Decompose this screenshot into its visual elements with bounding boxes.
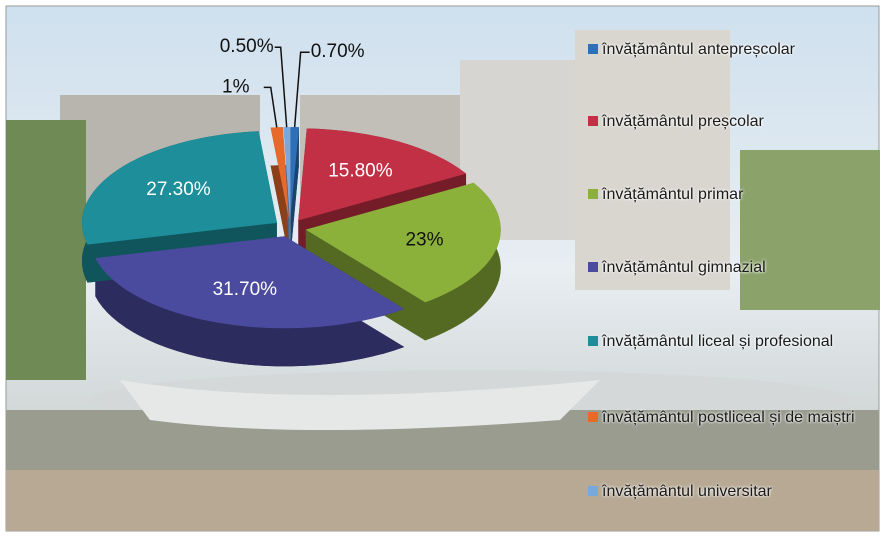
legend-swatch [588, 262, 598, 272]
legend-item: învățământul gimnazial [588, 258, 868, 278]
legend-label: învățământul liceal și profesional [602, 333, 833, 350]
slide: 0.70% 15.80% 23% 31.70% 27.30% 1% 0.50% învăță… [0, 0, 885, 537]
legend-label: învățământul gimnazial [602, 259, 766, 276]
legend-swatch [588, 412, 598, 422]
legend-item: învățământul universitar [588, 482, 868, 502]
legend-swatch [588, 44, 598, 54]
data-label: 0.50% [220, 36, 274, 57]
legend-item: învățământul antepreșcolar [588, 40, 868, 60]
legend-swatch [588, 486, 598, 496]
legend-label: învățământul antepreșcolar [602, 41, 795, 58]
legend-swatch [588, 116, 598, 126]
legend-item: învățământul postliceal și de maiștri [588, 408, 868, 428]
legend-item: învățământul preșcolar [588, 112, 868, 132]
data-label: 23% [405, 229, 443, 250]
legend-label: învățământul postliceal și de maiștri [602, 409, 855, 426]
data-label: 27.30% [146, 179, 211, 200]
legend-label: învățământul universitar [602, 483, 772, 500]
data-label: 31.70% [213, 279, 278, 300]
legend-swatch [588, 189, 598, 199]
legend-label: învățământul primar [602, 186, 743, 203]
data-label: 1% [222, 76, 250, 97]
legend-item: învățământul liceal și profesional [588, 332, 868, 352]
legend-swatch [588, 336, 598, 346]
legend-label: învățământul preșcolar [602, 113, 764, 130]
data-label: 15.80% [328, 161, 393, 182]
data-label: 0.70% [311, 41, 365, 62]
legend-item: învățământul primar [588, 185, 868, 205]
